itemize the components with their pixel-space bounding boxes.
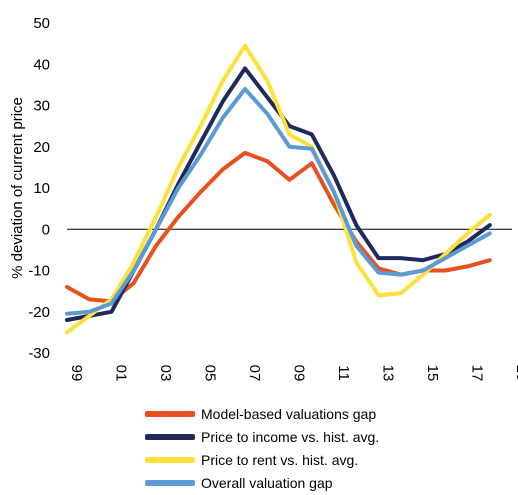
y-tick-label: -30 — [28, 345, 50, 362]
legend-item: Model-based valuations gap — [145, 402, 505, 425]
x-tick-label: 03 — [157, 365, 174, 382]
y-tick-label: -20 — [28, 304, 50, 321]
x-tick-label: 05 — [202, 365, 219, 382]
series-lines — [65, 43, 492, 335]
series-line-3 — [65, 43, 492, 335]
legend-swatch — [145, 479, 195, 486]
legend-swatch — [145, 433, 195, 440]
legend-label: Model-based valuations gap — [201, 405, 377, 422]
x-tick-label: 13 — [380, 365, 397, 382]
legend-label: Price to income vs. hist. avg. — [201, 428, 380, 445]
legend-item: Overall valuation gap — [145, 471, 505, 494]
legend-item: Price to rent vs. hist. avg. — [145, 448, 505, 471]
x-tick-label: 15 — [424, 365, 441, 382]
y-tick-label: -10 — [28, 263, 50, 280]
x-axis: 99 01 03 05 07 09 11 13 15 17 19 — [68, 365, 518, 382]
y-tick-label: 20 — [33, 139, 50, 156]
series-line-4 — [65, 87, 492, 316]
legend-item: Price to income vs. hist. avg. — [145, 425, 505, 448]
x-tick-label: 99 — [68, 365, 85, 382]
x-tick-label: 01 — [113, 365, 130, 382]
y-axis: -30 -20 -10 0 10 20 30 40 50 — [28, 15, 512, 362]
legend: Model-based valuations gap Price to incom… — [145, 402, 505, 494]
x-tick-label: 07 — [246, 365, 263, 382]
x-tick-label: 11 — [335, 365, 352, 381]
y-axis-label: % deviation of current price — [9, 97, 26, 279]
legend-swatch — [145, 456, 195, 463]
legend-swatch — [145, 410, 195, 417]
y-tick-label: 0 — [42, 221, 50, 238]
legend-label: Overall valuation gap — [201, 474, 333, 491]
x-tick-label: 19 — [513, 365, 518, 382]
y-tick-label: 40 — [33, 56, 50, 73]
x-tick-label: 17 — [469, 365, 486, 382]
legend-label: Price to rent vs. hist. avg. — [201, 451, 359, 468]
x-tick-label: 09 — [291, 365, 308, 382]
y-tick-label: 50 — [33, 15, 50, 32]
y-tick-label: 30 — [33, 98, 50, 115]
y-tick-label: 10 — [33, 180, 50, 197]
